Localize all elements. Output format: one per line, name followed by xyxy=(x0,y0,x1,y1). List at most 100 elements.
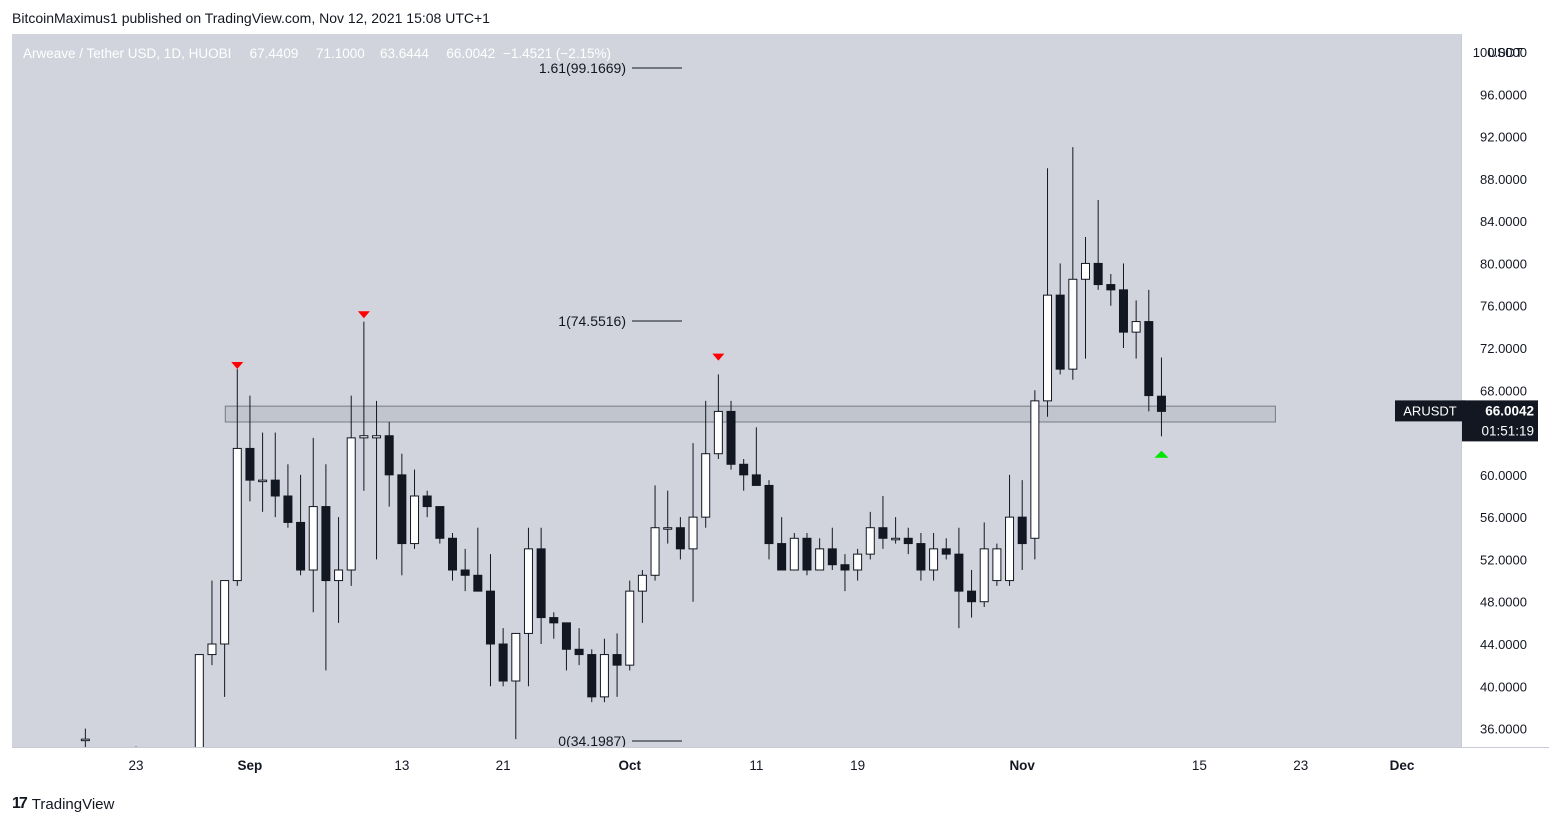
price-tick-15: 96.0000 xyxy=(1480,87,1527,102)
sell-marker-2 xyxy=(712,353,725,361)
candle-body-6 xyxy=(245,447,255,481)
candle-body-24 xyxy=(473,574,483,592)
candle-body-75 xyxy=(1118,289,1128,333)
price-tick-2: 44.0000 xyxy=(1480,637,1527,652)
price-tick-4: 52.0000 xyxy=(1480,552,1527,567)
candle-body-62 xyxy=(954,553,964,592)
candle-body-36 xyxy=(625,590,635,666)
last-price-tag[interactable] xyxy=(1462,400,1538,442)
candle-body-41 xyxy=(688,516,698,550)
fib-level-label-0: 1.61(99.1669) xyxy=(539,60,626,76)
candle-body-34 xyxy=(599,654,609,698)
candle-body-55 xyxy=(865,527,875,555)
candle-body-8 xyxy=(270,479,280,497)
candlestick-chart[interactable]: 1.61(99.1669) 1(74.5516) 0(34.1987) 36.0000… xyxy=(12,34,1549,782)
change-value: −1.4521 (−2.15%) xyxy=(502,46,612,61)
candle-body-0 xyxy=(80,738,90,742)
candle-body-76 xyxy=(1131,321,1141,333)
candle-body-56 xyxy=(878,527,888,539)
published-caption: BitcoinMaximus1 published on TradingView… xyxy=(12,10,490,26)
candle-body-71 xyxy=(1068,278,1078,370)
price-tick-0: 36.0000 xyxy=(1480,722,1527,737)
candle-body-47 xyxy=(764,484,774,545)
candle-body-39 xyxy=(663,527,673,530)
time-tick-1: Sep xyxy=(238,758,263,773)
candle-body-11 xyxy=(308,506,318,571)
candle-body-3 xyxy=(207,643,217,656)
candle-body-51 xyxy=(815,548,825,571)
currency-label: USDT xyxy=(1488,45,1523,60)
candle-body-54 xyxy=(853,553,863,571)
candle-body-53 xyxy=(840,564,850,571)
candle-body-10 xyxy=(296,521,306,571)
candle-body-37 xyxy=(637,574,647,592)
candle-body-27 xyxy=(511,632,521,682)
time-tick-6: 19 xyxy=(850,758,865,773)
price-tick-16: 100.0000 xyxy=(1473,45,1527,60)
candle-body-68 xyxy=(1030,400,1040,539)
candle-body-38 xyxy=(650,527,660,576)
price-tick-8: 68.0000 xyxy=(1480,383,1527,398)
candle-body-50 xyxy=(802,537,812,571)
candle-body-28 xyxy=(523,548,533,634)
price-tick-13: 88.0000 xyxy=(1480,172,1527,187)
candle-body-66 xyxy=(1005,516,1015,582)
candle-body-26 xyxy=(498,643,508,682)
tradingview-mark-icon: 17 xyxy=(12,795,28,812)
price-tick-10: 76.0000 xyxy=(1480,299,1527,314)
candle-body-35 xyxy=(612,654,622,666)
price-tick-11: 80.0000 xyxy=(1480,256,1527,271)
candle-body-63 xyxy=(967,590,977,603)
candle-body-46 xyxy=(751,474,761,486)
price-tick-12: 84.0000 xyxy=(1480,214,1527,229)
candle-body-22 xyxy=(448,537,457,571)
high-value: 71.1000 xyxy=(315,46,365,61)
fib-level-label-2: 0(34.1987) xyxy=(558,733,626,749)
candle-body-67 xyxy=(1017,516,1027,545)
candle-body-4 xyxy=(220,580,230,645)
candle-body-65 xyxy=(992,548,1002,582)
buy-marker-3 xyxy=(1154,450,1169,458)
close-value: 66.0042 xyxy=(446,46,496,61)
open-label: O xyxy=(239,46,250,61)
last-price-value: 66.0042 xyxy=(1485,403,1534,418)
sell-marker-1 xyxy=(357,311,370,319)
candle-body-61 xyxy=(941,548,951,555)
candle-body-5 xyxy=(232,447,242,582)
time-axis[interactable] xyxy=(12,747,1549,782)
candle-body-29 xyxy=(536,548,546,619)
candle-body-57 xyxy=(891,537,901,541)
candle-body-12 xyxy=(321,506,331,582)
ticker-tag[interactable] xyxy=(1395,400,1465,422)
candle-body-64 xyxy=(979,548,989,603)
candle-body-17 xyxy=(384,435,394,476)
time-tick-10: Dec xyxy=(1390,758,1415,773)
time-tick-3: 21 xyxy=(496,758,511,773)
candle-body-78 xyxy=(1156,395,1166,412)
candle-body-16 xyxy=(372,435,382,439)
time-tick-9: 23 xyxy=(1293,758,1308,773)
sell-marker-0 xyxy=(231,362,244,370)
plot-background xyxy=(12,34,1461,747)
candle-body-2 xyxy=(194,654,204,747)
candle-body-32 xyxy=(574,648,584,656)
low-value: 63.6444 xyxy=(380,46,429,61)
candle-body-60 xyxy=(929,548,939,571)
price-tick-6: 60.0000 xyxy=(1480,468,1527,483)
candle-body-18 xyxy=(397,474,407,545)
tradingview-logo[interactable]: 17 TradingView xyxy=(12,795,114,813)
candle-body-59 xyxy=(916,543,926,571)
price-axis[interactable] xyxy=(1461,34,1549,747)
price-tick-3: 48.0000 xyxy=(1480,595,1527,610)
candle-body-44 xyxy=(726,410,736,465)
candle-body-20 xyxy=(422,495,432,508)
candle-body-49 xyxy=(789,537,799,571)
footer-brand: TradingView xyxy=(31,795,115,813)
high-label: H xyxy=(306,46,316,61)
candle-body-73 xyxy=(1093,262,1103,286)
low-label: L xyxy=(372,46,381,61)
close-label: C xyxy=(436,46,447,61)
open-value: 67.4409 xyxy=(249,46,299,61)
ohlc-legend: Arweave / Tether USD, 1D, HUOBI O67.4409… xyxy=(23,46,611,61)
candle-body-31 xyxy=(561,622,571,650)
